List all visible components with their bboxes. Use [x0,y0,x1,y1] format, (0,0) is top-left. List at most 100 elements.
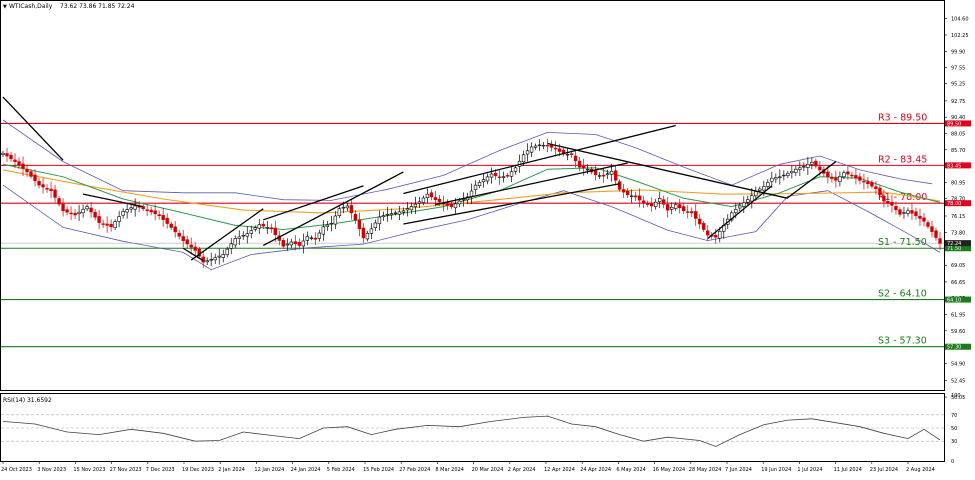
candle-body [485,176,490,182]
candle-body [185,239,189,245]
level-price-tag-text: 89.50 [947,121,961,127]
candle-body [581,165,586,169]
candle-body [413,203,418,207]
candle-body [798,167,802,170]
level-label: S2 - 64.10 [878,289,927,300]
date-tick-label: 27 Feb 2024 [399,467,430,473]
price-tick-label: 104.60 [951,17,969,23]
candle-body [125,209,129,213]
candle-body [69,212,73,215]
moving-average-fast-line [2,163,941,231]
candle-body [353,213,358,221]
candle-body [153,210,157,215]
candle-body [617,181,622,190]
candle-body [537,144,542,147]
candle-body [265,227,269,229]
date-tick-label: 27 Nov 2023 [110,467,142,473]
candle-body [497,176,502,178]
candle-body [113,221,117,228]
level-price-tag-text: 64.10 [947,298,961,304]
date-tick-label: 24 Oct 2023 [1,467,32,473]
date-tick-label: 5 Feb 2024 [327,467,355,473]
candle-body [702,223,706,230]
candle-body [545,144,550,147]
date-tick-label: 7 Dec 2023 [146,467,175,473]
price-tick-label: 80.95 [951,181,965,187]
candle-body [381,215,386,218]
candle-body [49,188,53,191]
candle-body [105,223,109,226]
candle-body [317,232,322,239]
candle-body [730,212,734,221]
trend-line [2,96,64,161]
level-price-tag-text: 71.50 [947,246,961,252]
candle-body [97,216,101,223]
candle-body [269,227,273,230]
candle-body [293,241,298,245]
candle-body [814,160,818,167]
candle-body [613,170,618,181]
candle-body [249,230,253,234]
candle-body [117,216,121,222]
candle-body [321,226,326,235]
candle-body [101,223,105,225]
candle-body [930,226,934,232]
rsi-pane [1,414,944,447]
candle-body [193,246,197,251]
candle-body [93,211,97,218]
price-tick-label: 85.70 [951,148,965,154]
candle-body [653,201,658,207]
candle-body [213,257,217,261]
candle-body [337,208,342,217]
trend-line [263,185,364,221]
candle-body [662,199,666,205]
header-triangle-icon: ▼ [3,4,7,10]
level-label: S1 - 71.50 [878,237,927,248]
candle-body [557,148,562,152]
axes: 104.60 102.25 99.90 97.55 95.25 92.75 90.40 88.… [1,17,971,473]
date-tick-label: 16 May 2024 [653,467,686,473]
candle-body [886,201,890,204]
candle-body [1,152,5,155]
price-tick-label: 59.60 [951,329,965,335]
date-tick-label: 23 Jul 2024 [870,467,898,473]
price-tick-label: 88.05 [951,131,965,137]
date-tick-label: 20 Mar 2024 [472,467,504,473]
candle-body [878,187,882,196]
candle-body [577,160,582,168]
rsi-tick-label: 70 [951,413,957,419]
candle-body [906,210,910,214]
candle-body [758,188,762,191]
symbol-label: WTICash,Daily [9,3,53,10]
candle-body [501,176,506,178]
candle-body [301,240,306,247]
candle-body [13,159,17,162]
candle-body [377,216,382,225]
candle-body [29,171,33,177]
price-tick-label: 50.05 [951,395,965,401]
candle-body [289,241,294,246]
candle-body [417,201,422,204]
candle-body [313,237,318,240]
price-tick-label: 52.45 [951,378,965,384]
date-tick-label: 19 Jun 2024 [761,467,791,473]
candle-body [593,170,598,176]
trend-line [182,247,204,262]
level-price-tag-text: 78.00 [947,201,961,207]
candle-body [902,212,906,214]
candle-body [9,154,13,160]
candle-body [357,219,362,230]
candle-body [17,161,21,166]
candle-body [834,177,838,181]
candle-body [309,237,314,239]
candle-body [866,181,870,185]
candle-body [149,209,153,213]
candle-body [609,170,614,175]
candle-body [678,204,682,208]
candle-body [786,173,790,176]
candle-body [57,198,61,205]
candle-body [541,144,546,147]
price-tick-label: 90.40 [951,115,965,121]
candle-body [477,182,482,186]
